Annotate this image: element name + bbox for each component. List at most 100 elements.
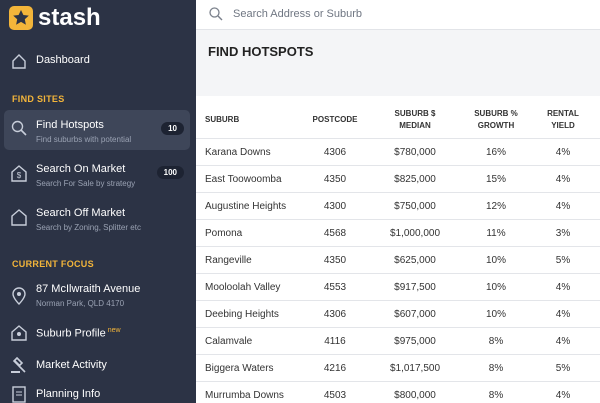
icon: $ — [11, 165, 27, 182]
nav-label: Suburb Profile new — [36, 327, 121, 340]
table-cell: 4% — [555, 174, 571, 185]
nav-label: Find Hotspots — [36, 119, 104, 131]
table-cell: $800,000 — [394, 390, 436, 401]
table-cell: 4216 — [323, 363, 347, 374]
table-cell: 8% — [488, 336, 504, 347]
table-cell: $975,000 — [394, 336, 436, 347]
icon — [12, 386, 26, 403]
table: SUBURB POSTCODE SUBURB $ MEDIAN SUBURB % GR… — [196, 96, 600, 403]
column-header: SUBURB $ MEDIAN — [394, 109, 436, 130]
table-row: Karana Downs 4306 $780,000 16% 4% — [196, 138, 600, 165]
brand: stash — [38, 4, 101, 31]
table-cell: 4116 — [324, 336, 346, 347]
nav-label: Planning Info — [36, 388, 101, 400]
logo-icon — [9, 6, 33, 30]
table-cell: 4553 — [323, 282, 347, 293]
table-cell: $750,000 — [394, 201, 436, 212]
table-cell: 8% — [488, 390, 504, 401]
icon — [11, 356, 26, 373]
table-cell: 4300 — [323, 201, 347, 212]
column-header: POSTCODE — [312, 115, 358, 124]
table-cell: 4% — [555, 309, 571, 320]
nav-label: Dashboard — [36, 54, 90, 66]
table-cell: $825,000 — [394, 174, 436, 185]
table-row: Augustine Heights 4300 $750,000 12% 4% — [196, 192, 600, 219]
badge: 10 — [161, 122, 184, 135]
table-cell: 4503 — [323, 390, 347, 401]
table-cell: 15% — [485, 174, 506, 185]
nav-item[interactable]: $ Search On Market Search For Sale by st… — [4, 154, 190, 194]
table-cell: $1,017,500 — [389, 363, 441, 374]
section-title: CURRENT FOCUS — [12, 259, 94, 269]
nav-label: 87 McIlwraith Avenue — [36, 283, 141, 295]
table-cell: 5% — [555, 255, 571, 266]
table-row: Deebing Heights 4306 $607,000 10% 4% — [196, 300, 600, 327]
table-cell: Murrumba Downs — [205, 390, 284, 401]
nav-label: Market Activity — [36, 359, 107, 371]
new-tag: new — [107, 327, 121, 334]
nav-item[interactable]: Dashboard — [4, 48, 190, 74]
table-cell: 4306 — [323, 147, 347, 158]
table-cell: $607,000 — [394, 309, 436, 320]
table-row: East Toowoomba 4350 $825,000 15% 4% — [196, 165, 600, 192]
search-icon — [209, 7, 223, 21]
table-row: Pomona 4568 $1,000,000 11% 3% — [196, 219, 600, 246]
table-cell: 4% — [555, 147, 571, 158]
nav-sub: Search by Zoning, Splitter etc — [36, 223, 141, 232]
table-cell: East Toowoomba — [205, 174, 282, 185]
table-cell: 4% — [555, 282, 571, 293]
table-cell: $1,000,000 — [389, 228, 441, 239]
table-cell: Pomona — [205, 228, 243, 239]
icon — [11, 120, 27, 136]
table-cell: Augustine Heights — [205, 201, 287, 212]
table-cell: Biggera Waters — [205, 363, 274, 374]
column-header: RENTAL YIELD — [547, 109, 579, 130]
table-row: Murrumba Downs 4503 $800,000 8% 4% — [196, 381, 600, 403]
icon — [12, 54, 26, 69]
sidebar: stash Dashboard FIND SITES Find Hotspots… — [0, 0, 196, 403]
table-cell: $780,000 — [394, 147, 436, 158]
section-title: FIND SITES — [12, 94, 65, 104]
table-cell: 4568 — [323, 228, 347, 239]
table-cell: 4306 — [323, 309, 347, 320]
table-cell: 16% — [485, 147, 506, 158]
nav-text: Suburb Profile — [36, 327, 106, 340]
icon — [11, 325, 27, 341]
table-cell: 3% — [555, 228, 571, 239]
table-row: Mooloolah Valley 4553 $917,500 10% 4% — [196, 273, 600, 300]
nav-sub: Norman Park, QLD 4170 — [36, 299, 125, 308]
table-cell: 11% — [486, 228, 506, 239]
table-cell: Mooloolah Valley — [205, 282, 281, 293]
table-cell: Calamvale — [205, 336, 253, 347]
table-cell: 4350 — [323, 255, 347, 266]
nav-item[interactable]: Planning Info — [4, 381, 190, 403]
table-cell: 12% — [485, 201, 506, 212]
column-header: SUBURB — [205, 115, 240, 124]
page-title: FIND HOTSPOTS — [208, 44, 314, 59]
badge: 100 — [156, 166, 184, 179]
table-cell: 5% — [555, 363, 571, 374]
table-cell: 4% — [555, 390, 571, 401]
table-cell: Karana Downs — [205, 147, 271, 158]
table-cell: $625,000 — [394, 255, 436, 266]
nav-item[interactable]: Market Activity — [4, 352, 190, 378]
nav-item[interactable]: 87 McIlwraith Avenue Norman Park, QLD 41… — [4, 276, 190, 316]
table-cell: 8% — [488, 363, 504, 374]
icon — [11, 209, 27, 226]
table-row: Biggera Waters 4216 $1,017,500 8% 5% — [196, 354, 600, 381]
table-cell: 4% — [555, 336, 571, 347]
table-row: Calamvale 4116 $975,000 8% 4% — [196, 327, 600, 354]
nav-label: Search On Market — [36, 163, 126, 175]
search-bar[interactable]: Search Address or Suburb — [196, 0, 600, 30]
nav-item[interactable]: Find Hotspots Find suburbs with potentia… — [4, 110, 190, 150]
table-row: Rangeville 4350 $625,000 10% 5% — [196, 246, 600, 273]
table-cell: 4350 — [323, 174, 347, 185]
table-cell: $917,500 — [394, 282, 436, 293]
search-placeholder: Search Address or Suburb — [233, 8, 363, 20]
table-cell: 10% — [485, 309, 506, 320]
svg-text:$: $ — [17, 171, 22, 180]
nav-item[interactable]: Suburb Profile new — [4, 320, 190, 346]
nav-item[interactable]: Search Off Market Search by Zoning, Spli… — [4, 198, 190, 238]
table-cell: Deebing Heights — [205, 309, 279, 320]
